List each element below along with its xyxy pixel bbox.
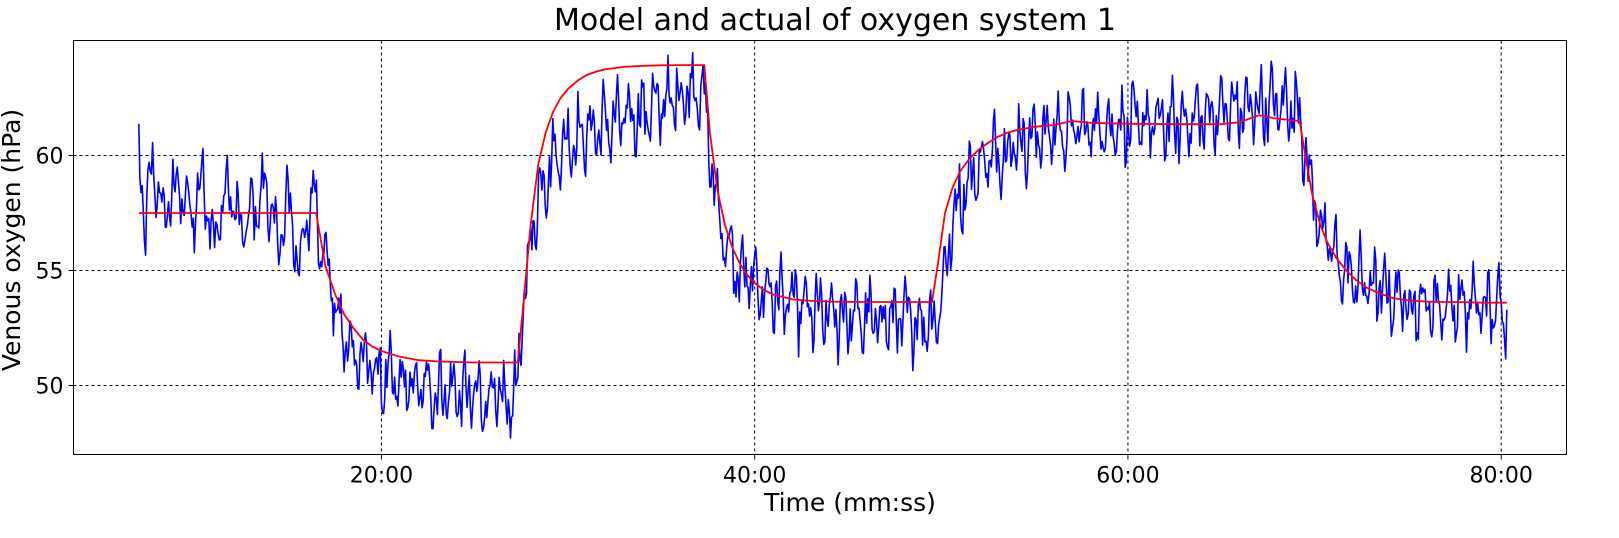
series-layer: [138, 51, 1508, 439]
grid-layer: [73, 40, 1567, 455]
plot-frame: [73, 40, 1567, 455]
series-line-model: [138, 64, 1507, 364]
chart-title: Model and actual of oxygen system 1: [554, 3, 1116, 38]
tick-layer: 20:00 40:00 60:00 80:00 50 55 60: [36, 145, 1533, 489]
y-tick-label: 60: [36, 145, 64, 170]
y-tick-label: 55: [36, 260, 64, 285]
x-tick-label: 60:00: [1096, 464, 1159, 489]
x-axis-label: Time (mm:ss): [763, 488, 936, 517]
x-tick-label: 40:00: [723, 464, 786, 489]
y-axis-label: Venous oxygen (hPa): [0, 109, 26, 371]
x-tick-label: 20:00: [350, 464, 413, 489]
x-tick-label: 80:00: [1469, 464, 1532, 489]
y-tick-label: 50: [36, 375, 64, 400]
series-line-actual: [138, 51, 1508, 439]
